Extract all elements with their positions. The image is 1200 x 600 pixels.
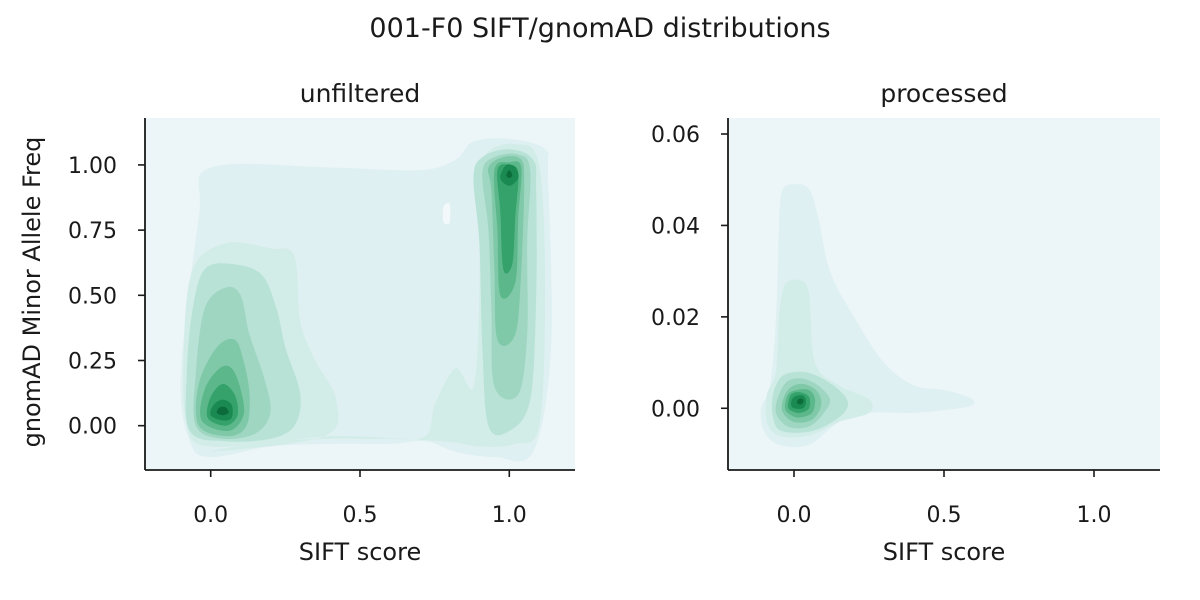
processed-y-tick-label-2: 0.04 <box>651 214 700 239</box>
unfiltered-x-tick-label-2: 1.0 <box>492 503 527 528</box>
processed-y-tick-label-3: 0.06 <box>651 123 700 148</box>
processed-x-tick-label-1: 0.5 <box>927 503 962 528</box>
unfiltered-x-tick-label-1: 0.5 <box>343 503 378 528</box>
unfiltered-panel-title: unfiltered <box>300 79 421 108</box>
unfiltered-contour-level-9-15 <box>506 170 513 178</box>
processed-x-tick-label-2: 1.0 <box>1077 503 1112 528</box>
unfiltered-x-axis-label: SIFT score <box>299 538 421 566</box>
figure-y-axis-label: gnomAD Minor Allele Freq <box>18 137 46 448</box>
unfiltered-contour-level-9-8 <box>216 406 229 416</box>
unfiltered-y-tick-label-1: 0.25 <box>68 349 117 374</box>
unfiltered-y-tick-label-3: 0.75 <box>68 219 117 244</box>
processed-y-tick-label-1: 0.02 <box>651 306 700 331</box>
unfiltered-contour-level-7-13 <box>497 164 519 274</box>
unfiltered-contour-level-0-16 <box>442 202 451 225</box>
processed-x-axis-label: SIFT score <box>883 538 1005 566</box>
unfiltered-x-tick-label-0: 0.0 <box>193 503 228 528</box>
figure-title: 001-F0 SIFT/gnomAD distributions <box>369 13 830 44</box>
processed-density-contours <box>760 184 975 448</box>
unfiltered-y-tick-label-4: 1.00 <box>68 154 117 179</box>
unfiltered-y-tick-label-0: 0.00 <box>68 415 117 440</box>
unfiltered-y-tick-label-2: 0.50 <box>68 284 117 309</box>
unfiltered-density-contours <box>180 138 552 462</box>
processed-y-tick-label-0: 0.00 <box>651 397 700 422</box>
panel-unfiltered: 0.0 0.5 1.0 0.00 0.25 0.50 0.75 1.00 unfiltered S… <box>68 79 575 566</box>
panel-processed: 0.0 0.5 1.0 0.00 0.02 0.04 0.06 processed SIFT s… <box>651 79 1160 566</box>
processed-contour-level-9-8 <box>796 398 804 405</box>
processed-x-tick-label-0: 0.0 <box>777 503 812 528</box>
processed-panel-title: processed <box>880 79 1007 108</box>
